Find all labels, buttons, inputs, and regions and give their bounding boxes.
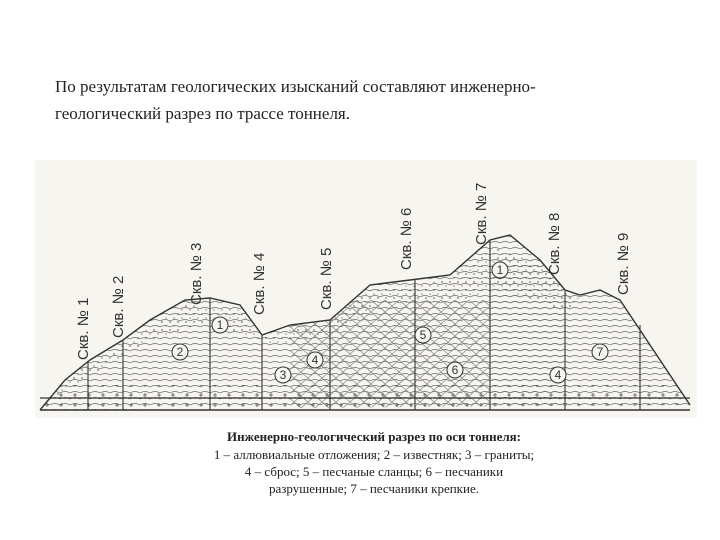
layer-marker-circle: [591, 343, 609, 361]
borehole-label: Скв. № 2: [110, 276, 127, 338]
borehole-label: Скв. № 1: [75, 298, 92, 360]
layer-marker: 4: [555, 368, 562, 382]
layer-marker: 1: [217, 318, 224, 332]
paragraph-line: геологический разрез по трассе тоннеля.: [55, 104, 350, 123]
tunnel-lines: [40, 397, 690, 411]
caption-line: разрушенные; 7 – песчаники крепкие.: [269, 481, 479, 496]
borehole-label: Скв. № 3: [188, 243, 205, 305]
borehole-label: Скв. № 7: [473, 183, 490, 245]
section-figure: Скв. № 1 Скв. № 2 Скв. № 3 Скв. № 4 Скв. № 5…: [35, 160, 697, 418]
layer-marker: 2: [177, 345, 184, 359]
layer-marker: 3: [280, 368, 287, 382]
layer-marker: 4: [312, 353, 319, 367]
layer-marker: 7: [597, 345, 604, 359]
layer-marker: 1: [497, 263, 504, 277]
layer-marker-circle: [491, 261, 509, 279]
ground-surface: [39, 234, 691, 411]
caption-title: Инженерно-геологический разрез по оси то…: [227, 429, 521, 444]
borehole-label: Скв. № 8: [546, 213, 563, 275]
borehole-label: Скв. № 6: [398, 208, 415, 270]
borehole-label: Скв. № 5: [318, 248, 335, 310]
layer-marker-circle: [446, 361, 464, 379]
layer-marker: 6: [452, 363, 459, 377]
layer-marker-circle: [171, 343, 189, 361]
paragraph-line: По результатам геологических изысканий с…: [55, 77, 536, 96]
caption-box: [173, 418, 575, 506]
caption-line: 1 – аллювиальные отложения; 2 – известня…: [214, 447, 534, 462]
layer-marker-circle: [414, 326, 432, 344]
caption-line: 4 – сброс; 5 – песчаные сланцы; 6 – песч…: [245, 464, 503, 479]
layer-marker-circle: [306, 351, 324, 369]
layer-marker: 5: [420, 328, 427, 342]
borehole-label: Скв. № 4: [251, 253, 268, 315]
borehole-label: Скв. № 9: [615, 233, 632, 295]
layer-marker-circle: [211, 316, 229, 334]
layer-marker-circle: [274, 366, 292, 384]
layer-marker-circle: [549, 366, 567, 384]
